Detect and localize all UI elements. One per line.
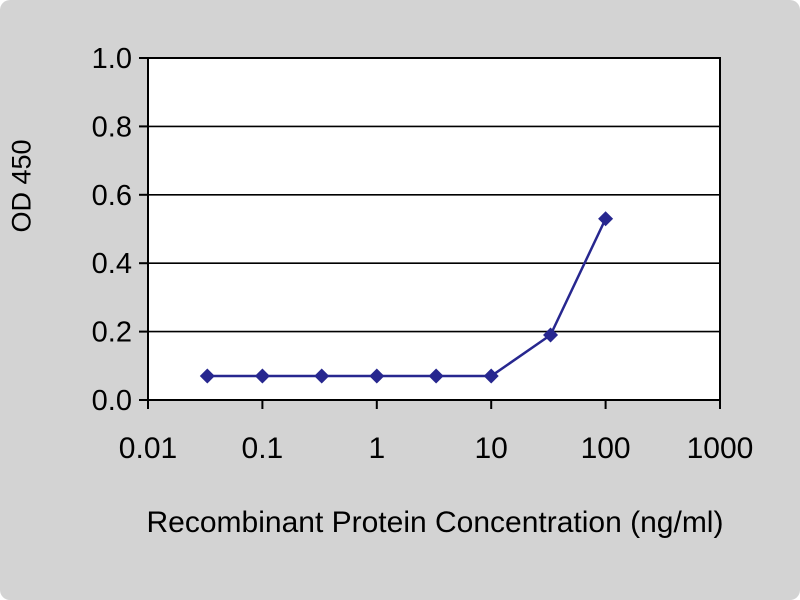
data-point-marker xyxy=(369,368,385,384)
plot-border xyxy=(147,57,721,401)
x-tick-label: 100 xyxy=(581,432,631,465)
data-point-marker xyxy=(199,368,215,384)
data-point-marker xyxy=(428,368,444,384)
y-tick-label: 0.0 xyxy=(92,385,132,417)
y-tick-label: 1.0 xyxy=(92,43,132,75)
y-tick-label: 0.8 xyxy=(92,111,132,143)
data-point-marker xyxy=(598,211,614,227)
x-tick-label: 0.1 xyxy=(242,432,284,465)
y-tick-label: 0.2 xyxy=(92,317,132,349)
y-tick-label: 0.4 xyxy=(92,248,132,280)
data-point-marker xyxy=(314,368,330,384)
data-point-marker xyxy=(543,327,559,343)
series-line xyxy=(207,218,607,378)
plot-area xyxy=(148,58,720,400)
y-axis-label: OD 450 xyxy=(6,139,37,233)
data-point-marker xyxy=(254,368,270,384)
data-point-marker xyxy=(483,368,499,384)
x-tick-label: 1 xyxy=(368,432,385,465)
y-tick-label: 0.6 xyxy=(92,180,132,212)
x-tick-label: 10 xyxy=(475,432,508,465)
x-axis-label: Recombinant Protein Concentration (ng/ml… xyxy=(146,506,724,539)
x-tick-label: 1000 xyxy=(687,432,754,465)
x-tick-label: 0.01 xyxy=(119,432,177,465)
